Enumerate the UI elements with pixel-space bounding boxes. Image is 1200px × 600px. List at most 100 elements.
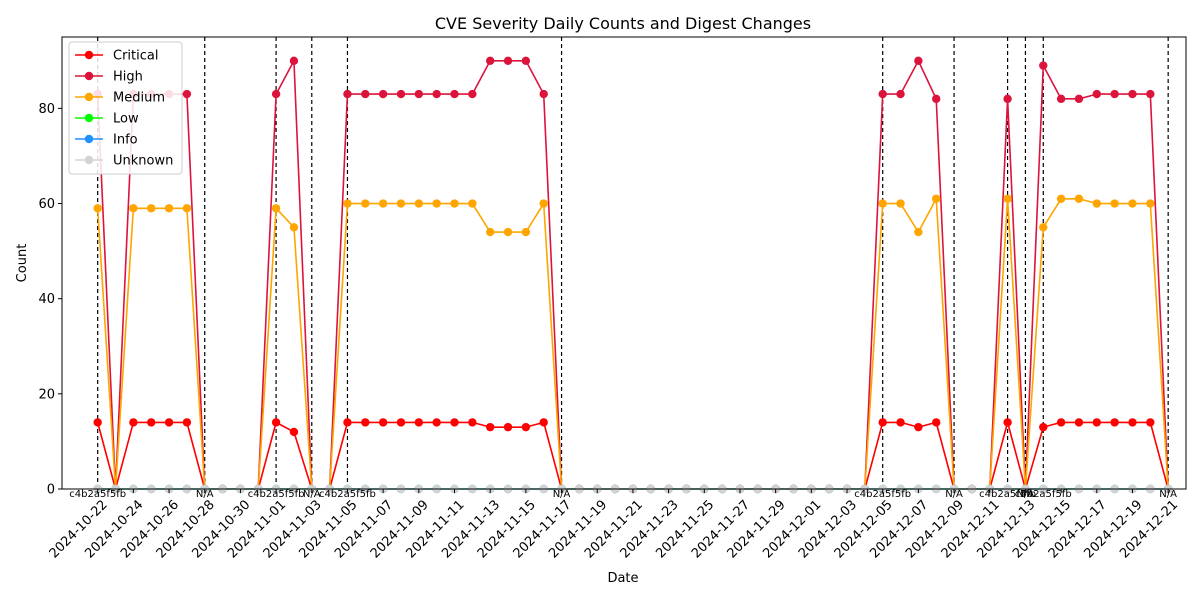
data-point-critical xyxy=(289,427,299,437)
data-point-high xyxy=(878,89,887,99)
legend-label: High xyxy=(113,70,143,85)
data-point-medium xyxy=(182,204,192,213)
data-point-critical xyxy=(93,418,102,427)
data-point-critical xyxy=(932,418,941,427)
data-point-medium xyxy=(289,223,299,232)
data-point-critical xyxy=(164,418,174,427)
legend-marker-low xyxy=(84,113,94,123)
data-point-high xyxy=(1039,61,1048,70)
legend-label: Low xyxy=(113,112,139,127)
data-point-high xyxy=(539,89,548,99)
data-point-critical xyxy=(147,418,156,427)
legend-marker-high xyxy=(84,71,94,81)
data-point-medium xyxy=(521,227,531,237)
data-point-high xyxy=(182,89,192,99)
data-point-medium xyxy=(1003,194,1012,203)
data-point-critical xyxy=(414,418,424,427)
data-point-critical xyxy=(503,422,513,432)
plot-frame xyxy=(61,36,1187,490)
data-point-medium xyxy=(164,204,174,213)
data-point-critical xyxy=(1092,418,1101,427)
y-tick-label: 40 xyxy=(38,292,55,307)
data-point-medium xyxy=(343,199,352,208)
digest-label: c4b2a5f5fb xyxy=(979,489,1036,500)
data-point-medium xyxy=(468,199,477,208)
chart-title: CVE Severity Daily Counts and Digest Cha… xyxy=(435,14,811,33)
data-point-medium xyxy=(361,199,370,208)
data-point-medium xyxy=(932,194,941,203)
data-point-medium xyxy=(1056,194,1066,203)
data-point-high xyxy=(343,89,352,99)
data-point-medium xyxy=(878,199,887,208)
data-point-medium xyxy=(147,204,156,213)
plot-area xyxy=(61,36,1187,494)
legend-label: Unknown xyxy=(113,154,173,169)
data-point-critical xyxy=(1146,418,1155,427)
data-point-medium xyxy=(485,227,495,237)
data-point-medium xyxy=(378,199,388,208)
data-point-medium xyxy=(1039,223,1048,232)
legend-box xyxy=(68,41,183,175)
digest-label: N/A xyxy=(1159,489,1177,500)
digest-change-lines xyxy=(97,37,1169,489)
data-point-high xyxy=(1146,89,1155,99)
data-point-critical xyxy=(361,418,370,427)
data-point-high xyxy=(932,94,941,104)
data-point-medium xyxy=(271,204,281,213)
data-point-high xyxy=(1056,94,1066,104)
data-point-critical xyxy=(521,422,531,432)
data-point-medium xyxy=(539,199,548,208)
digest-label: N/A xyxy=(196,489,214,500)
data-point-medium xyxy=(503,227,513,237)
data-point-high xyxy=(521,56,531,65)
data-point-high xyxy=(361,89,370,99)
data-point-high xyxy=(1110,89,1119,99)
data-point-medium xyxy=(129,204,138,213)
data-point-high xyxy=(896,89,905,99)
y-tick-label: 80 xyxy=(38,102,55,117)
data-point-critical xyxy=(914,422,923,432)
y-axis: 0 20 40 60 80 xyxy=(38,102,62,498)
digest-label: c4b2a5f5fb xyxy=(854,489,911,500)
legend-label: Critical xyxy=(113,49,158,64)
data-point-high xyxy=(432,89,441,99)
data-point-medium xyxy=(93,204,102,213)
legend-marker-unknown xyxy=(84,155,94,165)
digest-label: c4b2a5f5fb xyxy=(248,489,305,500)
data-point-high xyxy=(468,89,477,99)
digest-label: c4b2a5f5fb xyxy=(319,489,376,500)
data-point-medium xyxy=(1092,199,1101,208)
data-point-medium xyxy=(432,199,441,208)
data-point-critical xyxy=(343,418,352,427)
data-point-high xyxy=(1003,94,1012,104)
legend: Critical High Medium Low Info Unknown xyxy=(68,41,183,175)
data-point-high xyxy=(378,89,388,99)
y-tick-label: 20 xyxy=(38,387,55,402)
data-point-high xyxy=(914,56,923,65)
data-point-medium xyxy=(896,199,905,208)
digest-label: N/A xyxy=(945,489,963,500)
y-tick-label: 0 xyxy=(47,483,55,498)
data-point-critical xyxy=(1003,418,1012,427)
data-point-high xyxy=(1074,94,1084,104)
data-point-medium xyxy=(1128,199,1137,208)
legend-label: Medium xyxy=(113,91,165,106)
data-point-critical xyxy=(1039,422,1048,432)
digest-label: c4b2a5f5fb xyxy=(1015,489,1072,500)
data-point-medium xyxy=(1074,194,1084,203)
data-point-medium xyxy=(1110,199,1119,208)
data-point-critical xyxy=(485,422,495,432)
data-point-critical xyxy=(1056,418,1066,427)
data-point-critical xyxy=(1128,418,1137,427)
data-point-critical xyxy=(182,418,192,427)
digest-label: N/A xyxy=(553,489,571,500)
data-point-high xyxy=(1092,89,1101,99)
data-point-high xyxy=(450,89,459,99)
legend-marker-info xyxy=(84,134,94,144)
data-point-critical xyxy=(1074,418,1084,427)
data-point-critical xyxy=(878,418,887,427)
digest-label: N/A xyxy=(303,489,321,500)
data-point-medium xyxy=(414,199,424,208)
